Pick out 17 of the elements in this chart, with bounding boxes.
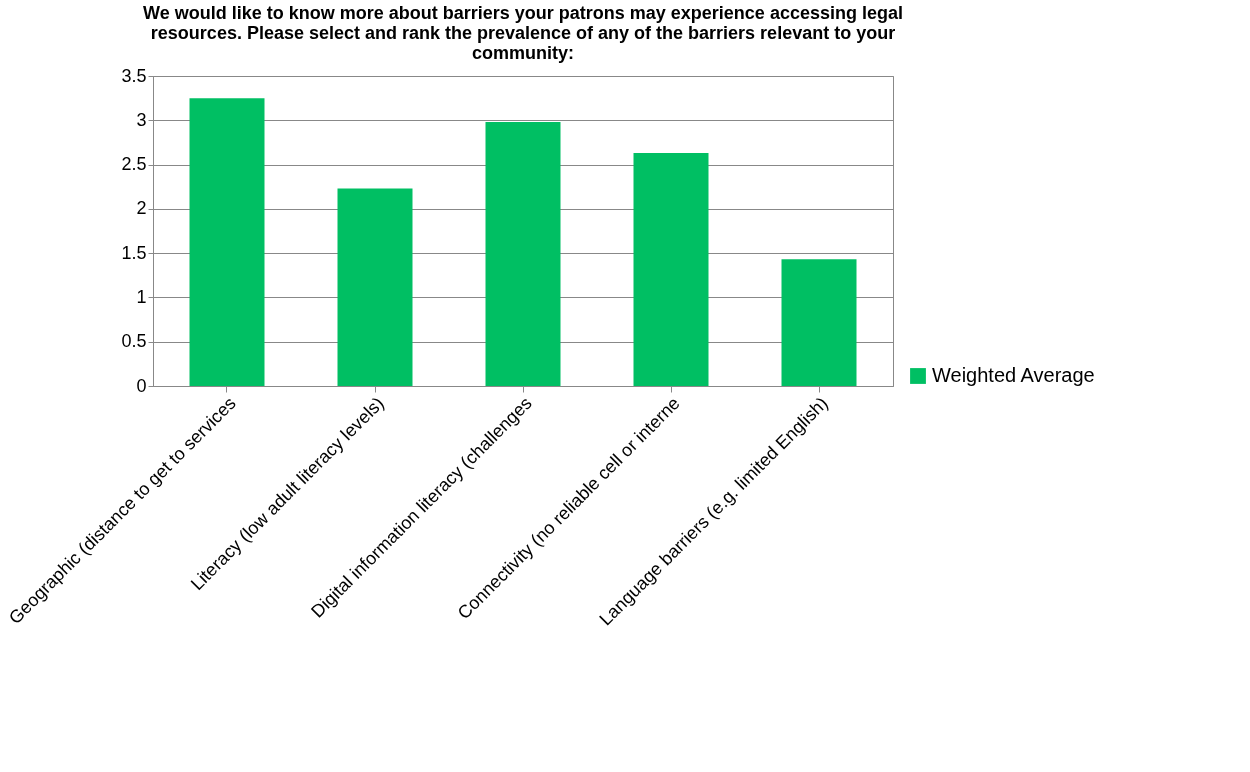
y-tick-label: 3.5 xyxy=(121,65,147,86)
text: community: xyxy=(471,43,575,63)
y-tick-label: 2 xyxy=(136,198,147,219)
bar xyxy=(781,259,857,386)
bar xyxy=(633,153,709,386)
y-tick-label: 2.5 xyxy=(121,154,147,175)
y-tick-label: 0 xyxy=(136,375,147,396)
y-tick-label: 0.5 xyxy=(121,331,147,352)
y-tick-label: 1 xyxy=(136,286,147,307)
text: resources. Please select and rank the prevalence of any of the barriers relevant to your xyxy=(150,23,896,43)
legend-label: Weighted Average xyxy=(932,364,1095,386)
bar xyxy=(485,122,561,386)
bar xyxy=(189,98,265,386)
bar xyxy=(337,188,413,386)
y-tick-label: 1.5 xyxy=(121,242,147,263)
y-tick-label: 3 xyxy=(136,109,147,130)
text: We would like to know more about barriers your patrons may experience accessing legal xyxy=(143,3,903,23)
